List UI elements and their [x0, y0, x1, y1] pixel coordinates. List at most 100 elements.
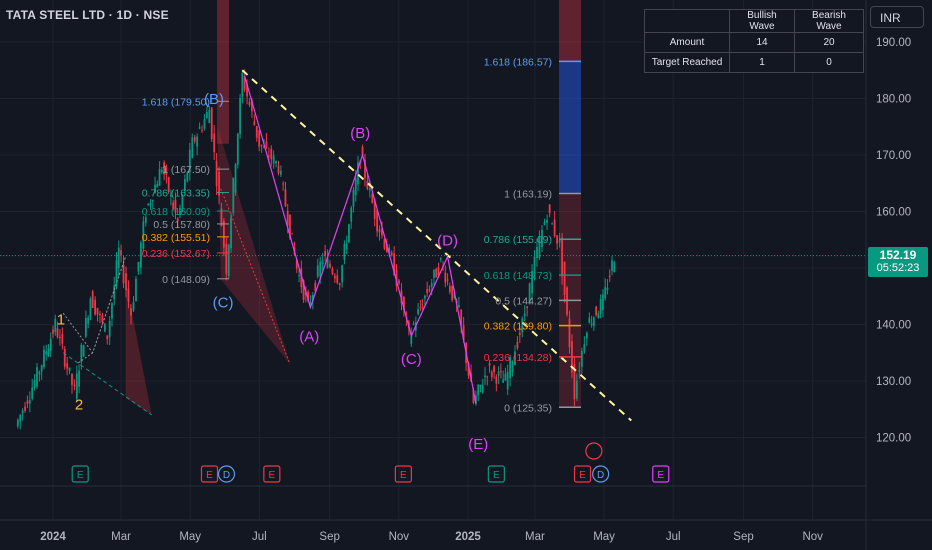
candle-body	[611, 260, 613, 271]
candle-body	[390, 252, 393, 256]
candle-body	[149, 202, 152, 206]
candle-body	[556, 235, 559, 244]
candle-body	[154, 184, 156, 193]
candle-body	[371, 194, 374, 203]
event-marker-letter: E	[579, 470, 586, 481]
candle-body	[321, 260, 324, 265]
candle-body	[516, 342, 519, 349]
fib-label-left: 0.382 (155.51)	[142, 232, 210, 244]
wave-label: (D)	[437, 232, 458, 249]
candle-body	[502, 379, 505, 383]
wave-label: (C)	[401, 351, 422, 368]
candle-body	[357, 162, 359, 185]
candle-body	[563, 261, 566, 296]
candle-body	[484, 375, 486, 377]
candle-body	[272, 155, 275, 164]
candle-body	[604, 287, 607, 299]
candle-body	[225, 243, 228, 275]
candle-body	[24, 406, 26, 411]
fib-label-right: 0.236 (134.28)	[484, 352, 552, 364]
candle-body	[528, 283, 531, 305]
candle-body	[451, 285, 454, 301]
table-cell: Amount	[644, 32, 730, 53]
candle-body	[186, 172, 189, 182]
fib-label-left: 0.618 (160.09)	[142, 206, 210, 218]
candle-body	[448, 285, 451, 293]
x-axis-tick: May	[179, 531, 201, 543]
candle-body	[541, 229, 543, 248]
candle-body	[298, 274, 300, 276]
candle-body	[514, 351, 516, 366]
event-marker-letter: E	[269, 470, 276, 481]
fib-label-right: 0.618 (148.73)	[484, 270, 552, 282]
candle-body	[142, 221, 145, 249]
y-axis-tick: 160.00	[876, 207, 911, 219]
candle-body	[215, 160, 218, 187]
earnings-marker-box	[394, 465, 412, 483]
candle-body	[553, 219, 556, 237]
x-axis-tick: May	[593, 531, 615, 543]
candle-body	[158, 168, 161, 186]
candle-body	[506, 371, 509, 390]
fib-label-right: 0 (125.35)	[504, 402, 552, 414]
candle-body	[393, 253, 396, 276]
candle-body	[91, 291, 94, 309]
candle-body	[239, 97, 241, 134]
candle-body	[94, 299, 97, 315]
wave-label: (B)	[350, 125, 370, 142]
candles	[16, 69, 616, 430]
candle-body	[174, 199, 177, 213]
candle-body	[533, 256, 536, 279]
candle-body	[518, 332, 521, 335]
candle-body	[80, 344, 83, 363]
candle-body	[45, 351, 48, 355]
candle-body	[307, 291, 310, 301]
candle-body	[477, 384, 480, 396]
event-marker: E	[263, 465, 281, 483]
candle-body	[267, 155, 270, 157]
candle-body	[599, 299, 602, 314]
candle-body	[398, 280, 400, 284]
candle-body	[89, 298, 92, 318]
candle-body	[472, 389, 475, 403]
candle-body	[595, 306, 598, 316]
earnings-marker-box	[200, 465, 219, 483]
candle-body	[400, 290, 403, 304]
earnings-marker-box	[573, 465, 592, 483]
alert-icon	[585, 442, 603, 460]
candle-body	[526, 306, 529, 308]
candle-body	[295, 259, 298, 269]
candle-body	[421, 306, 424, 308]
candle-body	[59, 336, 61, 338]
currency-button[interactable]: INR	[870, 6, 924, 28]
candle-body	[324, 251, 327, 256]
table-cell: 1	[729, 52, 795, 73]
dividend-marker-circle	[217, 465, 236, 483]
candle-body	[546, 219, 548, 223]
candle-body	[248, 101, 251, 106]
candle-body	[263, 145, 265, 148]
candle-body	[63, 349, 66, 367]
candle-body	[479, 384, 482, 387]
candle-body	[265, 141, 268, 148]
candle-body	[366, 181, 369, 189]
event-marker: E	[200, 465, 219, 483]
candle-body	[373, 199, 376, 219]
fib-label-left: 1 (167.50)	[162, 164, 210, 176]
candle-body	[258, 130, 261, 147]
event-marker-letter: E	[493, 470, 500, 481]
candle-body	[184, 179, 186, 191]
candle-body	[130, 308, 132, 316]
x-axis-tick: 2024	[40, 531, 66, 543]
candle-body	[499, 370, 502, 372]
symbol-title[interactable]: TATA STEEL LTD · 1D · NSE	[6, 8, 169, 22]
candle-body	[309, 302, 312, 305]
candle-body	[490, 371, 493, 378]
candle-body	[383, 239, 386, 249]
candle-body	[75, 373, 78, 399]
y-axis-tick: 190.00	[876, 37, 911, 49]
candle-body	[426, 289, 429, 294]
candle-body	[338, 283, 341, 286]
wave-label: (C)	[213, 295, 234, 312]
